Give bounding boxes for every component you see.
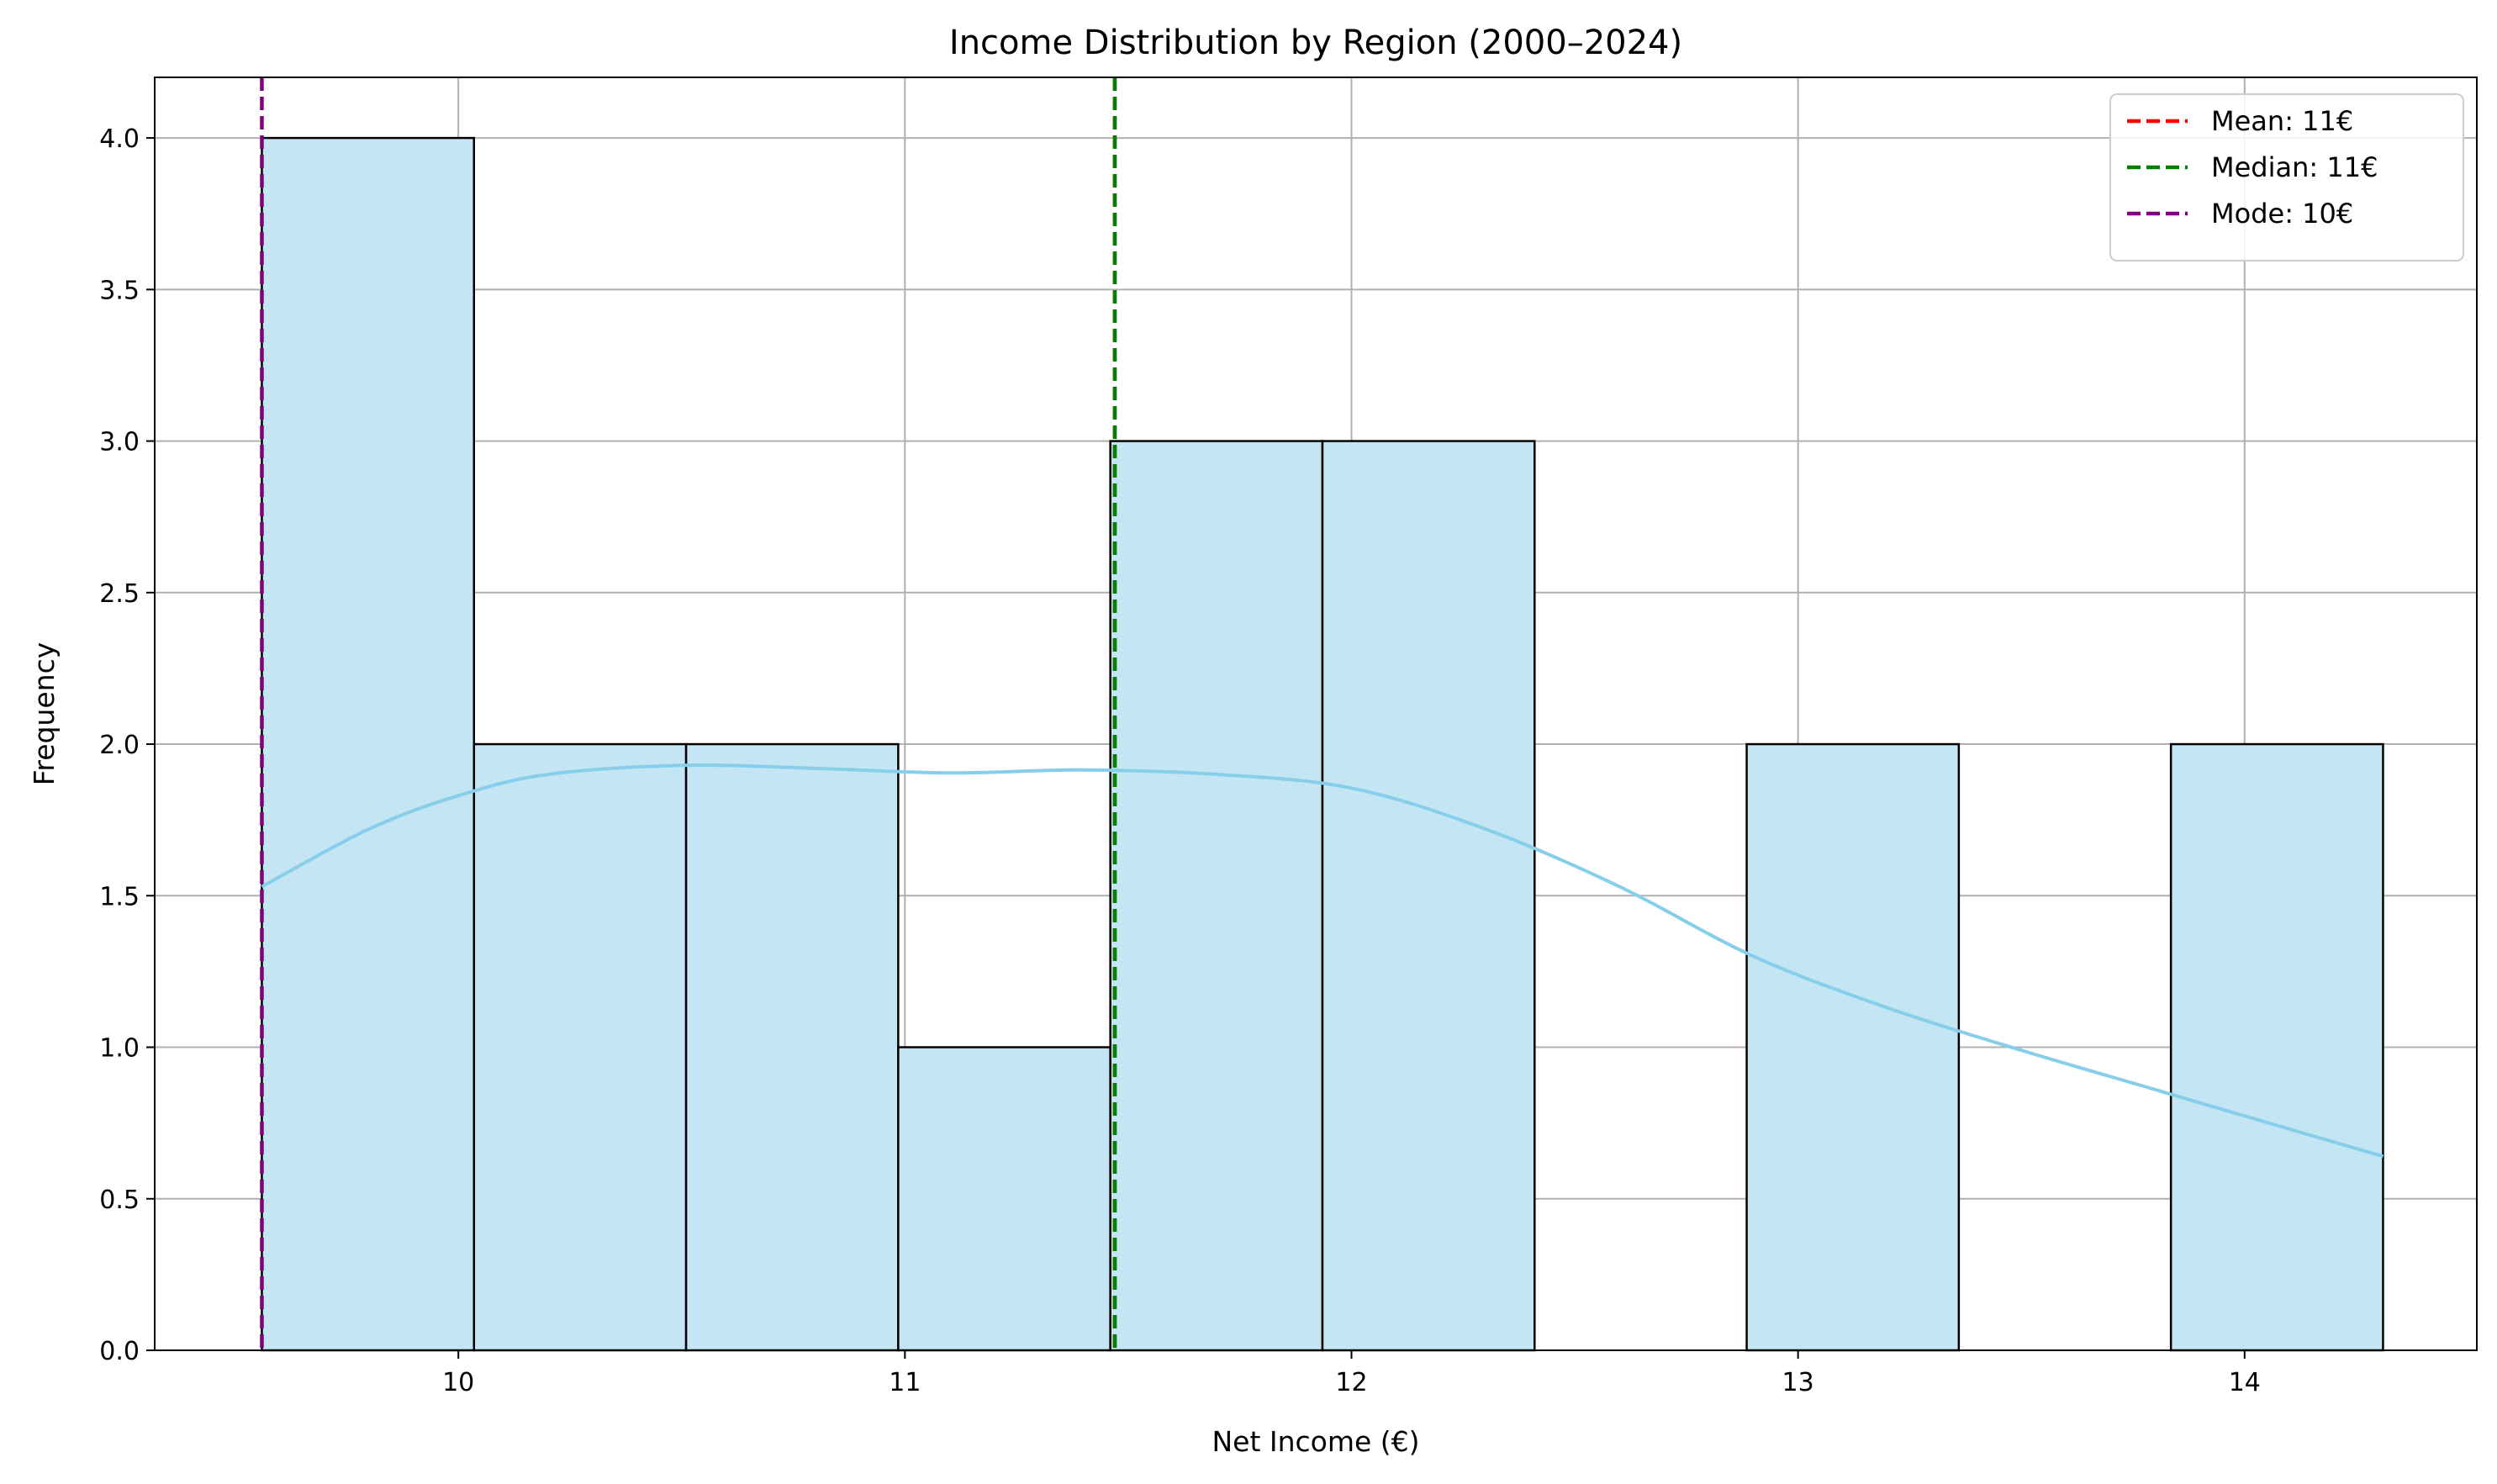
- histogram-bar-7: [1745, 742, 1961, 1352]
- legend: Mean: 11€ Median: 11€ Mode: 10€: [2109, 93, 2464, 261]
- ticks-layer: 10 11 12 13 14 0.0 0.5 1.0 1.5 2.0 2.5 3.0 3.5 4.0: [99, 124, 2261, 1397]
- legend-box: [2109, 93, 2464, 261]
- x-tick-label-3: 13: [1782, 1368, 1814, 1397]
- plot-frame: [154, 77, 2478, 1351]
- legend-label-0: Mean: 11€: [2211, 105, 2353, 137]
- y-tick-label-8: 4.0: [99, 124, 140, 154]
- x-tick-label-2: 12: [1335, 1368, 1367, 1397]
- y-tick-label-5: 2.5: [99, 579, 140, 609]
- kde-curve: [261, 763, 2384, 1159]
- kde-layer: [261, 763, 2384, 1159]
- y-tick-label-7: 3.5: [99, 276, 140, 305]
- histogram-bar-1: [472, 742, 688, 1352]
- histogram-bar-0: [261, 136, 476, 1352]
- y-tick-label-4: 2.0: [99, 731, 140, 760]
- chart-title: Income Distribution by Region (2000–2024…: [949, 24, 1682, 62]
- histogram-bar-5: [1321, 440, 1536, 1352]
- y-tick-label-2: 1.0: [99, 1034, 140, 1064]
- histogram-bar-3: [897, 1046, 1111, 1352]
- x-axis-label: Net Income (€): [1212, 1425, 1419, 1458]
- x-tick-label-4: 14: [2229, 1368, 2261, 1397]
- y-tick-label-3: 1.5: [99, 882, 140, 911]
- histogram-bar-4: [1109, 440, 1324, 1352]
- legend-label-1: Median: 11€: [2211, 151, 2378, 183]
- x-tick-label-1: 11: [889, 1368, 921, 1397]
- y-tick-label-1: 0.5: [99, 1186, 140, 1215]
- histogram-bar-2: [684, 742, 900, 1352]
- legend-label-2: Mode: 10€: [2211, 198, 2353, 230]
- y-tick-label-0: 0.0: [99, 1337, 140, 1366]
- x-tick-label-0: 10: [442, 1368, 474, 1397]
- bars-layer: [261, 136, 2384, 1352]
- y-tick-label-6: 3.0: [99, 428, 140, 457]
- y-axis-label: Frequency: [28, 642, 61, 785]
- histogram-bar-9: [2169, 742, 2384, 1352]
